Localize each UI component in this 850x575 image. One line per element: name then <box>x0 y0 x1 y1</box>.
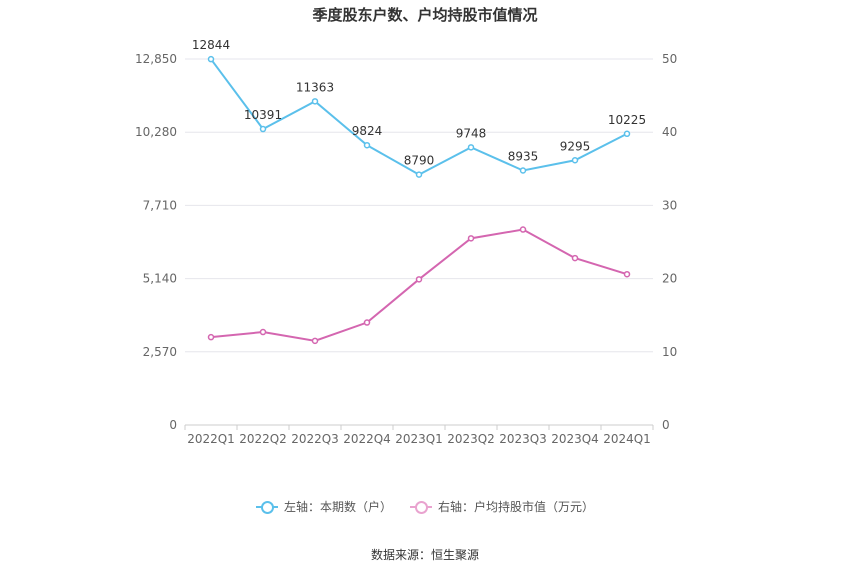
data-point <box>363 141 371 149</box>
data-point <box>467 144 475 151</box>
left-tick-label: 5,140 <box>143 272 177 286</box>
x-tick-label: 2022Q4 <box>343 432 391 446</box>
right-tick-label: 40 <box>662 125 677 139</box>
right-tick-label: 10 <box>662 345 677 359</box>
right-tick-label: 30 <box>662 198 677 212</box>
legend-item-right-axis[interactable]: 右轴：户均持股市值（万元） <box>410 498 594 515</box>
left-tick-label: 12,850 <box>135 52 177 66</box>
legend-swatch-right-icon <box>410 500 432 514</box>
data-label: 11363 <box>296 80 334 94</box>
legend-label-right: 右轴：户均持股市值（万元） <box>438 500 595 514</box>
data-point <box>311 98 319 105</box>
x-tick-label: 2024Q1 <box>603 432 651 446</box>
left-tick-label: 7,710 <box>143 198 177 212</box>
x-tick-label: 2023Q4 <box>551 432 599 446</box>
series-lines <box>207 55 631 345</box>
data-label: 10225 <box>608 113 646 127</box>
legend-item-left-axis[interactable]: 左轴：本期数（户） <box>255 498 392 515</box>
data-label: 9748 <box>456 126 487 140</box>
right-tick-label: 50 <box>662 52 677 66</box>
left-tick-label: 10,280 <box>135 125 177 139</box>
x-tick-label: 2022Q1 <box>187 432 235 446</box>
legend-label-left: 左轴：本期数（户） <box>283 500 392 514</box>
data-point <box>467 235 475 242</box>
data-label: 8790 <box>404 154 435 168</box>
left-tick-label: 0 <box>169 418 177 432</box>
x-tick-label: 2023Q3 <box>499 432 547 446</box>
x-tick-label: 2022Q3 <box>291 432 339 446</box>
data-labels: 12844 10391 11363 9824 8790 9748 8935 9295 10225 <box>192 38 646 167</box>
data-point <box>259 328 267 336</box>
data-point <box>207 333 215 341</box>
chart-plot: 0 2,570 5,140 7,710 10,280 12,850 0 10 20 30 40 50 2… <box>135 38 677 446</box>
right-tick-label: 20 <box>662 272 677 286</box>
source-note: 数据来源：恒生聚源 <box>370 548 479 562</box>
series-line-market-value <box>210 228 628 342</box>
data-point <box>415 171 423 178</box>
data-label: 8935 <box>508 150 539 164</box>
x-tick-label: 2023Q2 <box>447 432 495 446</box>
axes: 0 2,570 5,140 7,710 10,280 12,850 0 10 20 30 40 50 2… <box>135 52 677 446</box>
data-point <box>571 157 579 164</box>
data-point <box>207 55 215 63</box>
legend-swatch-left-icon <box>255 500 278 514</box>
data-point <box>363 319 371 326</box>
chart-title: 季度股东户数、户均持股市值情况 <box>312 6 538 24</box>
data-label: 12844 <box>192 38 230 52</box>
right-tick-label: 0 <box>662 418 670 432</box>
data-point <box>571 254 579 262</box>
x-tick-label: 2023Q1 <box>395 432 443 446</box>
data-point <box>519 226 527 233</box>
left-tick-label: 2,570 <box>143 345 177 359</box>
data-point <box>623 130 631 138</box>
x-tick-label: 2022Q2 <box>239 432 287 446</box>
data-point <box>259 125 267 133</box>
data-label: 10391 <box>244 108 282 122</box>
data-point <box>415 276 423 283</box>
data-label: 9824 <box>352 124 383 138</box>
legend: 左轴：本期数（户） 右轴：户均持股市值（万元） <box>0 498 850 515</box>
data-point <box>623 270 631 278</box>
data-label: 9295 <box>560 139 591 153</box>
data-point <box>311 337 319 345</box>
data-point <box>519 167 527 174</box>
